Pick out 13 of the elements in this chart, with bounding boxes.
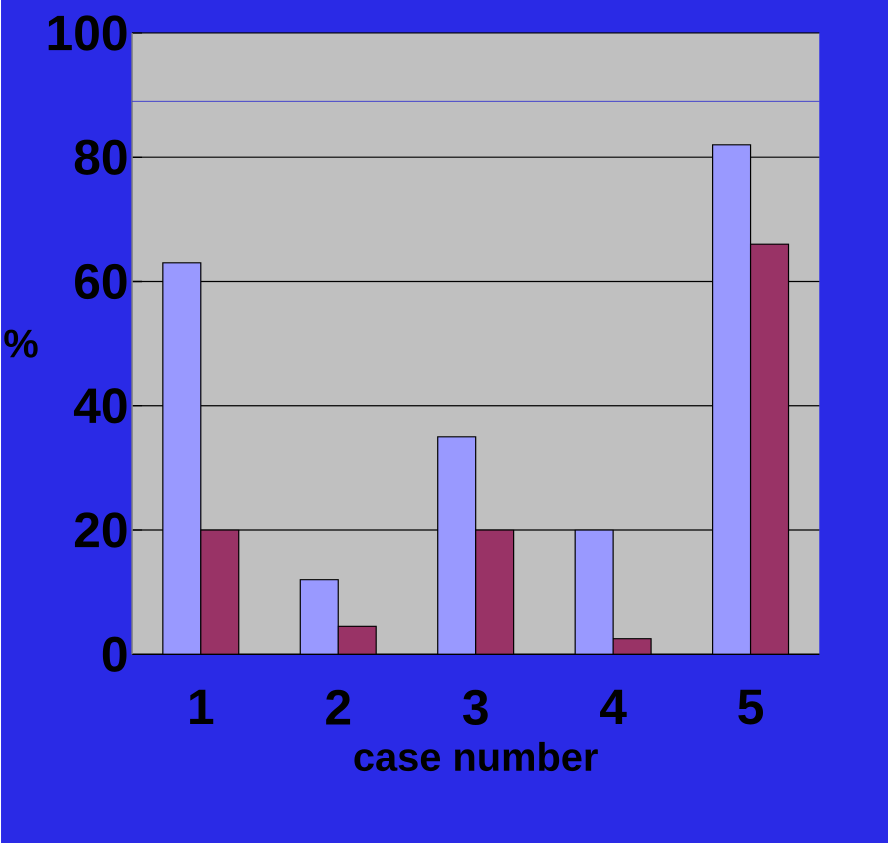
- y-tick-label: 40: [74, 388, 127, 424]
- x-tick-label: 1: [190, 690, 214, 724]
- x-axis-title: case number: [354, 742, 598, 772]
- x-tick-label: 2: [326, 690, 350, 724]
- y-axis-title: %: [4, 330, 38, 358]
- y-tick-label: 60: [75, 264, 127, 300]
- y-tick-label: 20: [74, 512, 127, 548]
- x-tick-label: 4: [600, 690, 627, 724]
- y-tick-label: 0: [102, 636, 127, 672]
- x-tick-label: 3: [462, 690, 488, 726]
- y-tick-label: 80: [74, 140, 127, 175]
- y-tick-label: 100: [48, 15, 126, 51]
- x-tick-label: 5: [738, 690, 764, 724]
